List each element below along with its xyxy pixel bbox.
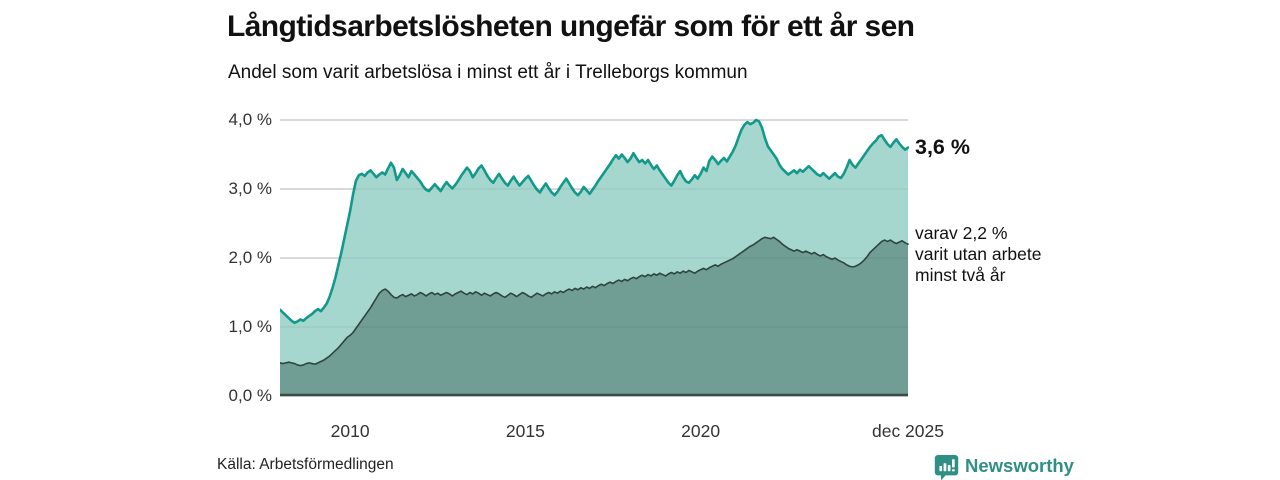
total-line [280, 118, 909, 325]
x-axis-tick: 2020 [681, 421, 721, 441]
chart-title: Långtidsarbetslösheten ungefär som för e… [227, 10, 915, 43]
newsworthy-bubble-chart-icon [934, 455, 959, 480]
chart-subtitle: Andel som varit arbetslösa i minst ett å… [228, 62, 748, 83]
x-axis-tick: 2015 [505, 421, 545, 441]
y-axis-tick: 1,0 % [228, 317, 272, 336]
series-end-label-line: varit utan arbete [915, 244, 1042, 264]
area-chart-plot [280, 118, 909, 397]
y-axis-tick: 3,0 % [228, 179, 272, 198]
source-attribution: Källa: Arbetsförmedlingen [217, 456, 394, 473]
series-end-label-two-year: varav 2,2 % varit utan arbete minst två … [915, 223, 1041, 286]
two-year-line [280, 236, 909, 367]
x-axis-tick: dec 2025 [871, 421, 944, 441]
y-axis-tick: 2,0 % [228, 248, 272, 267]
newsworthy-brand-name: Newsworthy [965, 455, 1074, 476]
y-axis-tick: 4,0 % [228, 110, 272, 129]
series-end-label-total: 3,6 % [915, 135, 970, 159]
series-end-label-line: varav 2,2 % [915, 223, 1008, 243]
two-year-area-fill [280, 237, 908, 396]
y-axis-tick: 0,0 % [228, 386, 272, 405]
series-end-label-line: minst två år [915, 265, 1006, 285]
x-axis-tick: 2010 [330, 421, 370, 441]
